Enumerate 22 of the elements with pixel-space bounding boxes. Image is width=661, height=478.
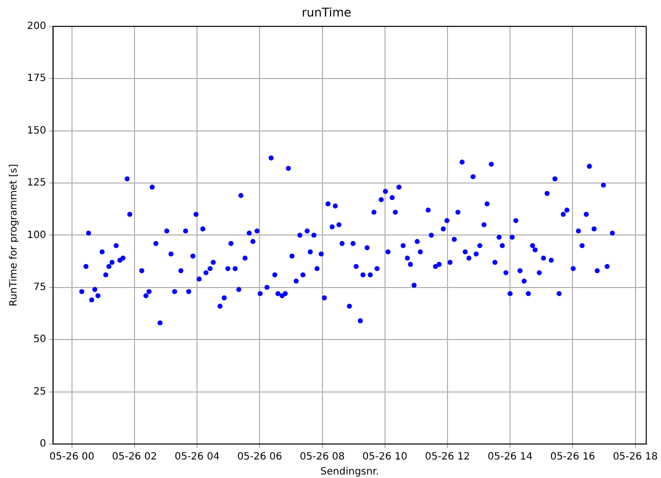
x-tick-label: 05-26 18 [612,452,658,463]
x-tick-label: 05-26 02 [112,452,157,463]
chart-title: runTime [302,5,352,20]
y-tick-label: 75 [33,282,46,293]
y-tick-label: 25 [33,386,46,398]
x-tick-label: 05-26 06 [237,452,282,463]
y-tick-label: 200 [26,20,46,32]
x-tick-label: 05-26 00 [49,452,94,463]
x-axis-title: Sendingsnr. [320,466,379,478]
x-tick-label: 05-26 04 [174,452,220,463]
x-tick-label: 05-26 08 [300,452,345,463]
x-tick-label: 05-26 14 [488,452,533,463]
y-tick-label: 100 [26,230,46,241]
y-tick-label: 150 [26,125,46,136]
y-tick-label: 125 [26,178,46,189]
x-tick-label: 05-26 16 [550,452,596,463]
x-tick-label: 05-26 12 [425,452,470,463]
x-tick-label: 05-26 10 [362,452,408,463]
y-tick-label: 175 [26,73,46,84]
y-axis-title: RunTime for programmet [s] [8,164,20,306]
y-tick-label: 50 [33,334,46,346]
y-tick-label: 0 [40,438,46,450]
